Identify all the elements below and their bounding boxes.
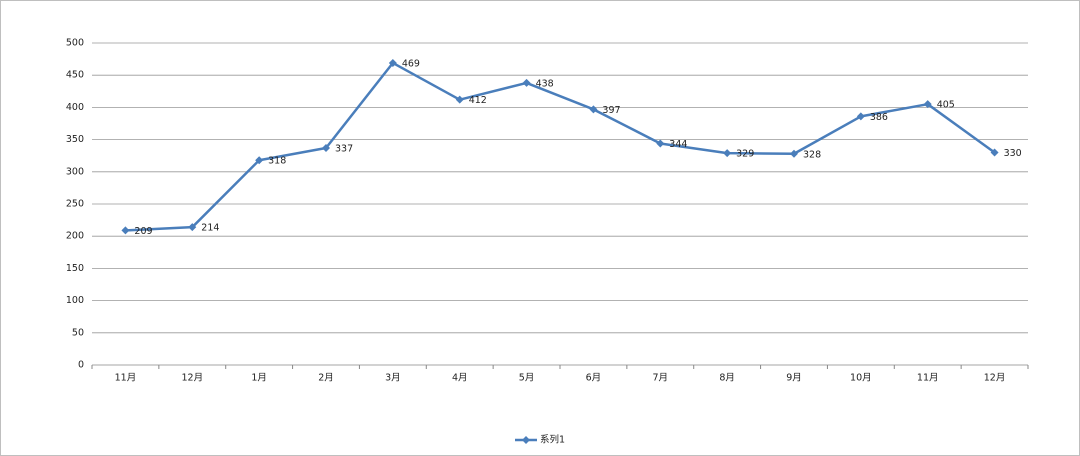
data-label: 405 <box>937 100 955 111</box>
marker <box>255 156 264 165</box>
y-tick-label: 500 <box>66 38 84 49</box>
y-tick-label: 50 <box>72 327 84 338</box>
x-tick-label: 5月 <box>519 373 535 384</box>
marker <box>188 223 197 232</box>
marker <box>455 95 464 104</box>
x-tick-label: 12月 <box>181 373 203 384</box>
y-tick-label: 400 <box>66 102 84 113</box>
x-tick-label: 7月 <box>653 373 669 384</box>
marker <box>589 105 598 114</box>
x-tick-label: 2月 <box>318 373 334 384</box>
data-label: 397 <box>602 105 620 116</box>
data-label: 386 <box>870 112 888 123</box>
marker <box>656 139 665 148</box>
y-tick-label: 150 <box>66 263 84 274</box>
marker <box>121 226 130 235</box>
x-tick-label: 11月 <box>115 373 137 384</box>
legend-marker <box>522 436 530 444</box>
legend-label: 系列1 <box>540 434 565 446</box>
marker <box>923 100 932 109</box>
marker <box>856 112 865 121</box>
x-tick-label: 4月 <box>452 373 468 384</box>
data-label: 337 <box>335 143 353 154</box>
x-tick-label: 1月 <box>251 373 267 384</box>
data-label: 214 <box>201 223 219 234</box>
y-tick-label: 350 <box>66 134 84 145</box>
data-label: 469 <box>402 58 420 69</box>
y-tick-label: 100 <box>66 295 84 306</box>
marker <box>790 149 798 158</box>
marker <box>388 58 397 67</box>
data-label: 328 <box>803 149 821 160</box>
marker <box>322 143 330 152</box>
data-label: 330 <box>1004 148 1022 159</box>
x-tick-label: 12月 <box>984 373 1006 384</box>
y-tick-label: 450 <box>66 70 84 81</box>
x-tick-label: 3月 <box>385 373 401 384</box>
data-label: 209 <box>134 226 152 237</box>
x-tick-label: 9月 <box>786 373 802 384</box>
y-tick-label: 200 <box>66 231 84 242</box>
x-tick-label: 10月 <box>850 373 872 384</box>
marker <box>723 149 732 158</box>
line <box>125 61 996 232</box>
marker <box>990 148 999 157</box>
data-label: 438 <box>536 78 554 89</box>
x-tick-label: 11月 <box>917 373 939 384</box>
y-tick-label: 0 <box>78 360 84 371</box>
marker <box>522 78 531 87</box>
y-tick-label: 250 <box>66 199 84 210</box>
x-tick-label: 6月 <box>586 373 602 384</box>
data-label: 318 <box>268 156 286 167</box>
data-label: 329 <box>736 149 754 160</box>
data-label: 344 <box>669 139 687 150</box>
y-tick-label: 300 <box>66 166 84 177</box>
x-tick-label: 8月 <box>719 373 735 384</box>
data-label: 412 <box>469 95 487 106</box>
